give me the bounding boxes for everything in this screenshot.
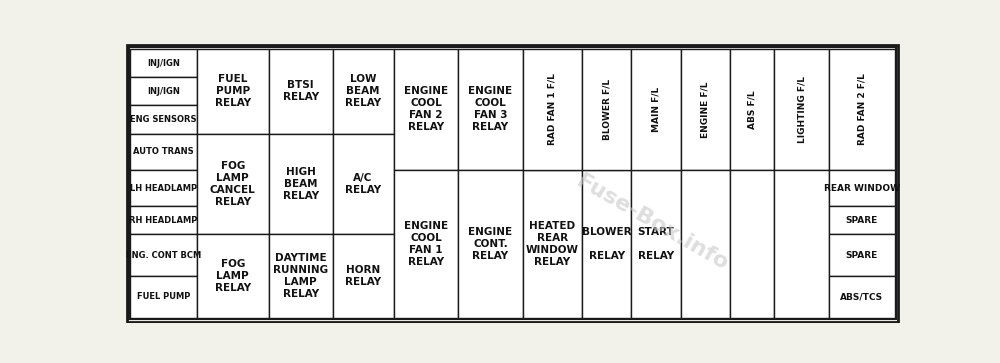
Bar [130, 170, 197, 206]
Text: SPARE: SPARE [846, 251, 878, 260]
Bar [681, 170, 730, 318]
Bar [269, 49, 333, 134]
Bar [631, 49, 681, 170]
Bar [582, 170, 631, 318]
Bar [774, 170, 829, 318]
Text: FOG
LAMP
RELAY: FOG LAMP RELAY [215, 259, 251, 293]
Bar [523, 49, 582, 170]
Bar [774, 49, 829, 170]
Text: ABS F/L: ABS F/L [747, 90, 756, 129]
Bar [130, 276, 197, 318]
Text: RAD FAN 1 F/L: RAD FAN 1 F/L [548, 73, 557, 145]
Text: A/C
RELAY: A/C RELAY [345, 173, 381, 195]
Bar [631, 170, 681, 318]
Bar [269, 234, 333, 318]
Text: ABS/TCS: ABS/TCS [840, 292, 883, 301]
Text: HORN
RELAY: HORN RELAY [345, 265, 381, 287]
Text: START

RELAY: START RELAY [638, 227, 674, 261]
Text: ENGINE F/L: ENGINE F/L [701, 81, 710, 138]
Text: ENGINE
COOL
FAN 1
RELAY: ENGINE COOL FAN 1 RELAY [404, 221, 448, 267]
Text: ENGINE
CONT.
RELAY: ENGINE CONT. RELAY [468, 227, 512, 261]
Bar [197, 134, 269, 234]
Text: RAD FAN 2 F/L: RAD FAN 2 F/L [857, 73, 866, 145]
Bar [829, 276, 895, 318]
Bar [130, 234, 197, 276]
Bar [394, 49, 458, 170]
Text: BLOWER

RELAY: BLOWER RELAY [582, 227, 632, 261]
Bar [394, 170, 458, 318]
Bar [829, 170, 895, 206]
Text: ENGINE
COOL
FAN 2
RELAY: ENGINE COOL FAN 2 RELAY [404, 86, 448, 132]
Bar [130, 206, 197, 234]
Bar [333, 49, 394, 134]
Text: MAIN F/L: MAIN F/L [651, 87, 660, 132]
Bar [197, 49, 269, 134]
Text: FUEL
PUMP
RELAY: FUEL PUMP RELAY [215, 74, 251, 108]
Text: BLOWER F/L: BLOWER F/L [602, 79, 611, 140]
Text: REAR WINDOW: REAR WINDOW [824, 184, 900, 192]
Bar [333, 234, 394, 318]
Bar [130, 105, 197, 134]
Bar [829, 206, 895, 234]
Bar [730, 170, 774, 318]
Bar [333, 134, 394, 234]
Bar [829, 234, 895, 276]
Text: LOW
BEAM
RELAY: LOW BEAM RELAY [345, 74, 381, 108]
Bar [582, 49, 631, 170]
Bar [458, 170, 523, 318]
Text: ENG SENSORS: ENG SENSORS [130, 115, 197, 124]
Text: HIGH
BEAM
RELAY: HIGH BEAM RELAY [283, 167, 319, 201]
Bar [458, 49, 523, 170]
Text: Fuse-Box.info: Fuse-Box.info [573, 171, 731, 274]
Text: FOG
LAMP
CANCEL
RELAY: FOG LAMP CANCEL RELAY [210, 161, 256, 207]
Bar [130, 49, 197, 77]
Text: LH HEADLAMP: LH HEADLAMP [130, 184, 197, 192]
Text: ENG. CONT BCM: ENG. CONT BCM [126, 251, 201, 260]
Bar [829, 49, 895, 170]
Bar [523, 170, 582, 318]
Bar [269, 134, 333, 234]
Text: SPARE: SPARE [846, 216, 878, 225]
Text: ENGINE
COOL
FAN 3
RELAY: ENGINE COOL FAN 3 RELAY [468, 86, 512, 132]
Bar [681, 49, 730, 170]
Bar [130, 134, 197, 170]
Text: INJ/IGN: INJ/IGN [147, 58, 180, 68]
Bar [130, 77, 197, 105]
Text: FUEL PUMP: FUEL PUMP [137, 292, 190, 301]
Text: AUTO TRANS: AUTO TRANS [133, 147, 194, 156]
Bar [730, 49, 774, 170]
Text: HEATED
REAR
WINDOW
RELAY: HEATED REAR WINDOW RELAY [526, 221, 579, 267]
Text: LIGHTING F/L: LIGHTING F/L [797, 76, 806, 143]
Bar [197, 234, 269, 318]
Text: DAYTIME
RUNNING
LAMP
RELAY: DAYTIME RUNNING LAMP RELAY [273, 253, 328, 299]
Text: INJ/IGN: INJ/IGN [147, 87, 180, 96]
Text: RH HEADLAMP: RH HEADLAMP [129, 216, 198, 225]
Text: BTSI
RELAY: BTSI RELAY [283, 80, 319, 102]
